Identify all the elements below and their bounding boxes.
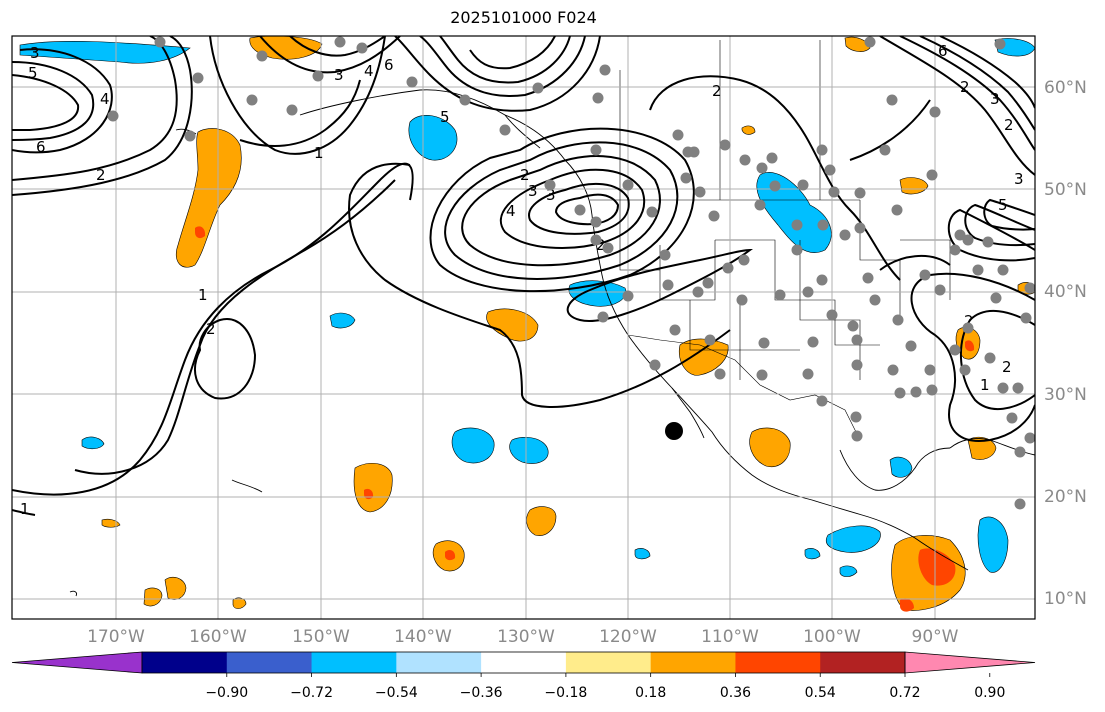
contour-label: 2 — [206, 320, 216, 338]
colorbar-tick-label: 0.72 — [889, 685, 920, 701]
contour-label: 5 — [440, 108, 450, 126]
colorbar-extend-high — [904, 651, 1036, 674]
contour-label: 2 — [1004, 116, 1014, 134]
contour-label: 6 — [36, 138, 46, 156]
colorbar-tick-label: −0.36 — [460, 685, 503, 701]
lat-label-20n: 20°N — [1044, 487, 1087, 507]
contour-label: 3 — [990, 90, 1000, 108]
longitude-labels: 170°W 160°W 150°W 140°W 130°W 120°W 110°… — [87, 627, 959, 647]
colorbar-segment — [565, 652, 652, 673]
contour-label: 5 — [998, 196, 1008, 214]
contour-label: 1 — [20, 500, 30, 518]
contour-label: 2 — [520, 166, 530, 184]
colorbar-segments — [11, 651, 1036, 674]
contour-label: 2 — [96, 166, 106, 184]
contour-label: 3 — [1014, 170, 1024, 188]
colorbar-segment — [142, 652, 228, 673]
lat-label-40n: 40°N — [1044, 282, 1087, 302]
contour-label: 3 — [546, 186, 556, 204]
colorbar-tick-label: −0.90 — [205, 685, 248, 701]
contour-label: 2 — [712, 82, 722, 100]
colorbar-tick-label: −0.54 — [375, 685, 418, 701]
lat-label-50n: 50°N — [1044, 180, 1087, 200]
colorbar-tick-label: 0.54 — [805, 685, 836, 701]
contour-lines — [12, 36, 1035, 516]
colorbar-segment — [820, 652, 906, 673]
contour-label: 4 — [364, 62, 374, 80]
colorbar-tick-label: 0.18 — [635, 685, 666, 701]
colorbar-tick-label: 0.90 — [974, 685, 1005, 701]
lon-label-120w: 120°W — [599, 627, 657, 647]
contour-label: 2 — [964, 312, 974, 330]
lon-label-150w: 150°W — [292, 627, 350, 647]
lon-label-170w: 170°W — [87, 627, 145, 647]
contour-label: 1 — [980, 376, 990, 394]
contour-label: 5 — [28, 64, 38, 82]
colorbar-tick-label: −0.72 — [290, 685, 333, 701]
contour-label: 1 — [314, 144, 324, 162]
lon-label-130w: 130°W — [497, 627, 555, 647]
colorbar: −0.90 −0.72 −0.54 −0.36 −0.18 0.18 0.36 0.54 0.7… — [11, 651, 1036, 701]
lon-label-140w: 140°W — [394, 627, 452, 647]
lon-label-100w: 100°W — [803, 627, 861, 647]
colorbar-segment — [650, 652, 736, 673]
lat-label-60n: 60°N — [1044, 78, 1087, 98]
colorbar-tick-label: −0.18 — [544, 685, 587, 701]
contour-label: 2 — [596, 236, 606, 254]
lon-label-110w: 110°W — [701, 627, 759, 647]
strong-positive-fills — [195, 226, 975, 612]
colorbar-segment — [396, 652, 482, 673]
lat-label-30n: 30°N — [1044, 385, 1087, 405]
contour-label: 4 — [506, 202, 516, 220]
colorbar-segment — [311, 652, 397, 673]
colorbar-segment — [735, 652, 821, 673]
lon-label-160w: 160°W — [189, 627, 247, 647]
contour-label: 6 — [938, 42, 948, 60]
contour-label: 2 — [1002, 358, 1012, 376]
contour-label: 3 — [334, 66, 344, 84]
lat-label-10n: 10°N — [1044, 589, 1087, 609]
lon-label-90w: 90°W — [912, 627, 959, 647]
contour-label: 3 — [528, 182, 538, 200]
colorbar-segment — [481, 652, 567, 673]
latitude-labels: 60°N 50°N 40°N 30°N 20°N 10°N — [1044, 78, 1087, 609]
contour-label: 1 — [198, 286, 208, 304]
station-markers — [107, 36, 1035, 510]
colorbar-extend-low — [11, 651, 143, 674]
colorbar-segment — [226, 652, 313, 673]
contour-label-group: 3 5 4 6 2 1 6 4 3 2 3 4 5 3 2 1 2 2 1 2 … — [20, 42, 1024, 518]
colorbar-tick-label: 0.36 — [720, 685, 751, 701]
graticule — [12, 36, 1035, 619]
contour-label: 3 — [30, 44, 40, 62]
map-plot-area: 3 5 4 6 2 1 6 4 3 2 3 4 5 3 2 1 2 2 1 2 … — [12, 36, 1035, 619]
highlight-marker — [665, 422, 683, 440]
colorbar-outline — [141, 651, 906, 674]
map-frame — [11, 35, 1036, 620]
contour-label: 6 — [384, 56, 394, 74]
contour-label: 4 — [100, 90, 110, 108]
colorbar-ticks: −0.90 −0.72 −0.54 −0.36 −0.18 0.18 0.36 0.54 0.7… — [205, 673, 1005, 701]
map-title: 2025101000 F024 — [450, 8, 597, 27]
contour-label: 2 — [960, 78, 970, 96]
